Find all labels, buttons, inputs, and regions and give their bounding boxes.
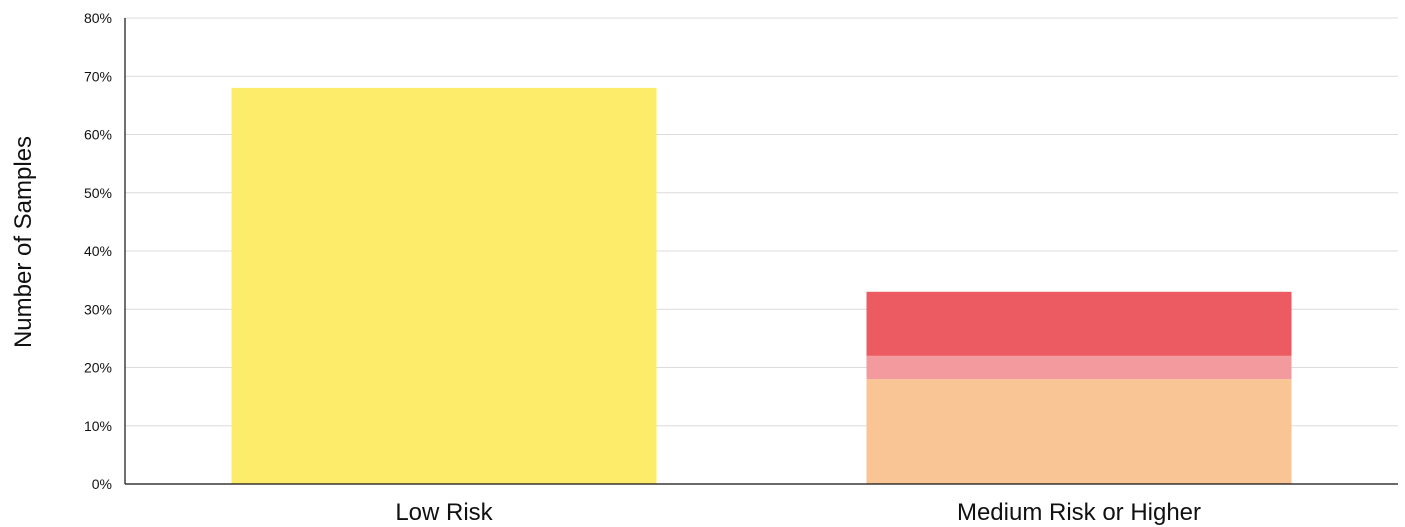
bar-segment: [231, 87, 657, 485]
y-tick-label: 0%: [92, 476, 112, 492]
bars: [231, 87, 1292, 485]
x-tick-labels: Low Risk Medium Risk or Higher: [395, 499, 1201, 526]
y-tick-label: 20%: [84, 360, 112, 376]
bar-segment: [866, 355, 1292, 380]
y-tick-label: 40%: [84, 243, 112, 259]
y-axis-title: Number of Samples: [10, 136, 37, 348]
x-tick-label: Medium Risk or Higher: [957, 499, 1201, 526]
y-tick-label: 70%: [84, 68, 112, 84]
y-tick-label: 30%: [84, 301, 112, 317]
bar-segment: [866, 379, 1292, 484]
bar-segment: [866, 291, 1292, 356]
axes: [124, 18, 1398, 485]
y-tick-label: 50%: [84, 185, 112, 201]
y-tick-label: 80%: [84, 10, 112, 26]
y-tick-label: 10%: [84, 418, 112, 434]
x-tick-label: Low Risk: [395, 499, 493, 526]
y-tick-label: 60%: [84, 127, 112, 143]
y-tick-labels: 0% 10% 20% 30% 40% 50% 60% 70% 80%: [84, 10, 112, 492]
